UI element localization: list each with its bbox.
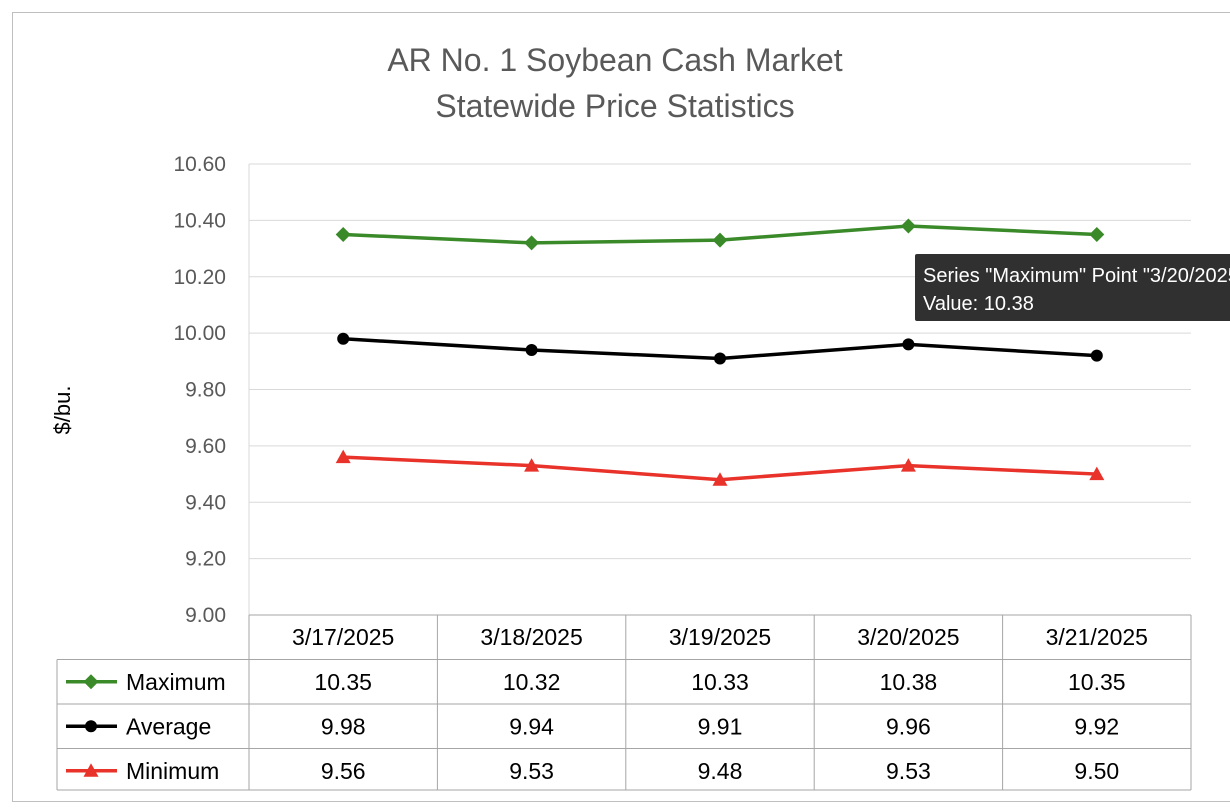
y-tick-label: 9.60 — [185, 435, 226, 458]
x-tick-label: 3/19/2025 — [669, 624, 771, 650]
y-tick-label: 9.80 — [185, 379, 226, 402]
data-label: 9.53 — [886, 758, 931, 784]
data-point — [524, 235, 540, 251]
y-tick-label: 10.40 — [173, 209, 226, 232]
x-tick-label: 3/18/2025 — [480, 624, 582, 650]
data-point — [525, 344, 538, 357]
data-label: 9.92 — [1074, 713, 1119, 739]
data-point — [902, 338, 915, 351]
y-tick-label: 10.20 — [173, 266, 226, 289]
data-point — [1090, 349, 1103, 362]
y-tick-label: 10.00 — [173, 322, 226, 345]
data-label: 9.91 — [698, 713, 743, 739]
data-point — [900, 218, 916, 234]
data-point — [712, 472, 728, 486]
x-tick-label: 3/21/2025 — [1046, 624, 1148, 650]
tooltip-value-line: Value: 10.38 — [923, 293, 1034, 315]
tooltip-series-line: Series "Maximum" Point "3/20/2025" — [923, 265, 1230, 287]
data-point — [335, 226, 351, 242]
x-tick-label: 3/20/2025 — [857, 624, 959, 650]
data-label: 9.96 — [886, 713, 931, 739]
y-tick-label: 9.00 — [185, 604, 226, 627]
legend-marker — [83, 763, 99, 777]
data-label: 9.53 — [509, 758, 554, 784]
legend-label: Maximum — [126, 669, 226, 695]
series-tooltip: Series "Maximum" Point "3/20/2025" Value… — [915, 254, 1230, 321]
data-point — [1089, 466, 1105, 481]
y-tick-label: 9.20 — [185, 548, 226, 571]
data-label: 9.56 — [321, 758, 366, 784]
data-label: 10.33 — [691, 669, 749, 695]
chart-subtitle: Statewide Price Statistics — [435, 88, 795, 124]
data-label: 10.38 — [880, 669, 938, 695]
chart-area — [12, 12, 1230, 802]
data-label: 9.48 — [698, 758, 743, 784]
data-point — [335, 449, 351, 464]
legend-label: Minimum — [126, 758, 219, 784]
data-point — [524, 458, 540, 472]
data-label: 10.35 — [314, 669, 372, 695]
y-tick-label: 9.40 — [185, 491, 226, 514]
chart-title: AR No. 1 Soybean Cash Market — [387, 42, 843, 78]
legend-marker — [83, 674, 99, 690]
data-point — [1089, 226, 1105, 242]
data-label: 10.32 — [503, 669, 561, 695]
data-point — [900, 458, 916, 472]
data-point — [712, 232, 728, 248]
data-label: 9.94 — [509, 713, 554, 739]
data-label: 10.35 — [1068, 669, 1126, 695]
data-label: 9.50 — [1074, 758, 1119, 784]
legend-label: Average — [126, 713, 211, 739]
data-label: 9.98 — [321, 713, 366, 739]
legend-marker — [85, 720, 97, 733]
x-tick-label: 3/17/2025 — [292, 624, 394, 650]
data-point — [337, 332, 350, 345]
y-tick-label: 10.60 — [173, 153, 226, 176]
data-point — [714, 352, 726, 365]
